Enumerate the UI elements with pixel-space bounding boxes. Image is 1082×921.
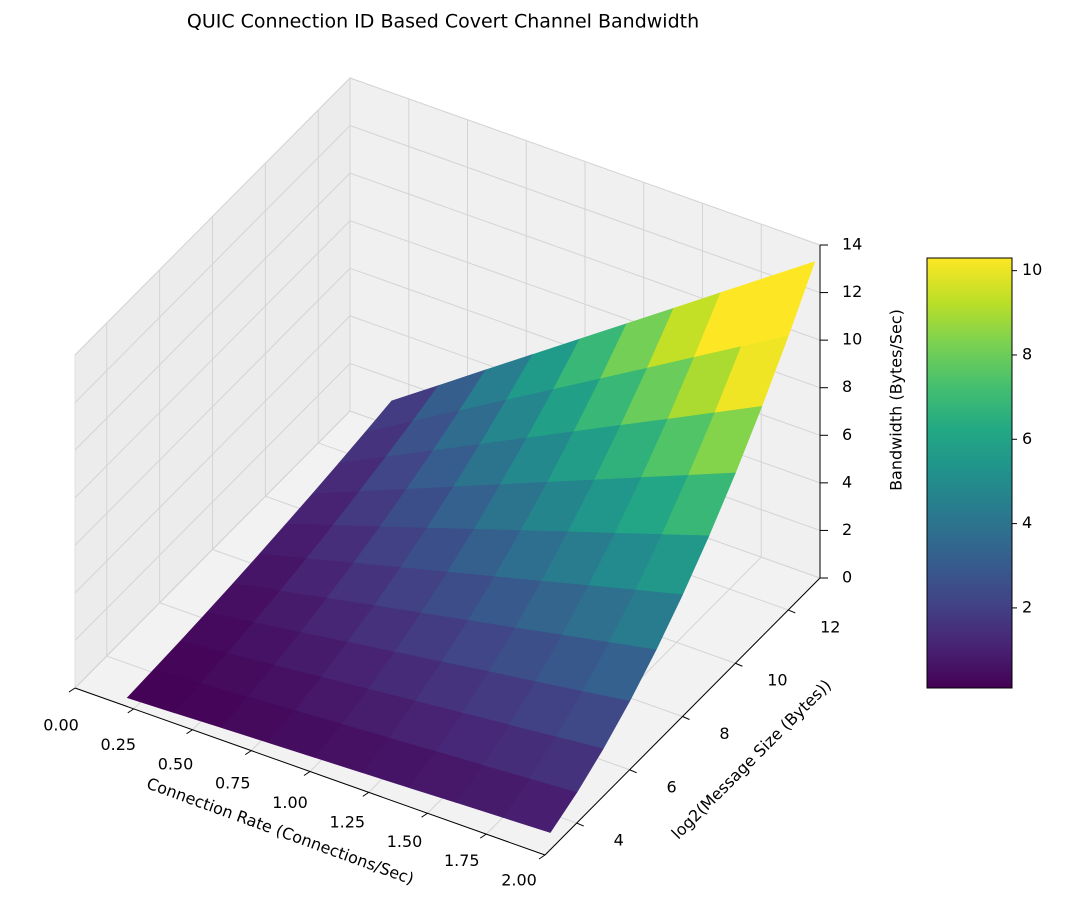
z-tick-label: 2 bbox=[842, 520, 852, 539]
y-tick-label: 6 bbox=[667, 777, 677, 796]
z-tick-label: 0 bbox=[842, 568, 852, 587]
x-tick-label: 0.75 bbox=[215, 774, 251, 793]
y-tick bbox=[735, 662, 743, 667]
z-tick-label: 14 bbox=[842, 235, 862, 254]
y-tick-label: 8 bbox=[719, 724, 729, 743]
y-tick-label: 10 bbox=[767, 671, 787, 690]
y-tick-label: 4 bbox=[614, 831, 624, 850]
surface-face bbox=[502, 778, 578, 833]
grid-line bbox=[74, 315, 351, 594]
x-tick bbox=[538, 854, 546, 860]
x-tick bbox=[303, 771, 311, 776]
x-tick-label: 1.00 bbox=[272, 793, 308, 812]
colorbar-tick-label: 10 bbox=[1022, 260, 1042, 279]
x-tick bbox=[362, 791, 370, 797]
x-tick-label: 2.00 bbox=[501, 871, 537, 890]
axis-line bbox=[544, 577, 821, 856]
axis-line bbox=[74, 687, 546, 856]
y-tick bbox=[576, 822, 584, 827]
x-tick-label: 1.75 bbox=[444, 851, 480, 870]
z-tick-label: 12 bbox=[842, 282, 862, 301]
grid-line bbox=[74, 172, 351, 451]
x-tick bbox=[479, 833, 487, 839]
grid-line bbox=[74, 410, 351, 689]
z-tick-label: 10 bbox=[842, 330, 862, 349]
z-axis-label: Bandwidth (Bytes/Sec) bbox=[887, 309, 906, 491]
x-tick-label: 1.50 bbox=[387, 832, 423, 851]
z-tick-label: 6 bbox=[842, 425, 852, 444]
grid-line bbox=[349, 77, 821, 246]
x-tick bbox=[421, 812, 428, 818]
colorbar bbox=[926, 257, 1013, 689]
x-tick-label: 0.50 bbox=[158, 754, 194, 773]
colorbar-tick-label: 6 bbox=[1022, 429, 1032, 448]
colorbar-tick-label: 4 bbox=[1022, 513, 1032, 532]
x-tick-label: 0.00 bbox=[43, 716, 79, 735]
z-tick-label: 4 bbox=[842, 472, 852, 491]
chart-title: QUIC Connection ID Based Covert Channel … bbox=[187, 11, 699, 33]
grid-line bbox=[74, 220, 351, 499]
grid-line bbox=[74, 125, 351, 403]
y-tick bbox=[629, 769, 637, 774]
x-tick-label: 0.25 bbox=[100, 735, 136, 754]
grid-line bbox=[74, 77, 351, 356]
y-tick bbox=[682, 716, 690, 720]
colorbar-tick-label: 2 bbox=[1022, 597, 1032, 616]
y-tick bbox=[788, 609, 796, 614]
colorbar-tick-label: 8 bbox=[1022, 344, 1032, 363]
z-tick-label: 8 bbox=[842, 377, 852, 396]
x-tick bbox=[127, 708, 135, 714]
grid-line bbox=[349, 125, 821, 294]
y-tick-label: 12 bbox=[820, 617, 840, 636]
x-tick bbox=[68, 687, 76, 693]
grid-line bbox=[74, 363, 351, 641]
x-tick-label: 1.25 bbox=[329, 812, 365, 831]
grid-line bbox=[74, 267, 351, 546]
x-tick bbox=[186, 729, 193, 735]
x-tick bbox=[244, 750, 252, 756]
